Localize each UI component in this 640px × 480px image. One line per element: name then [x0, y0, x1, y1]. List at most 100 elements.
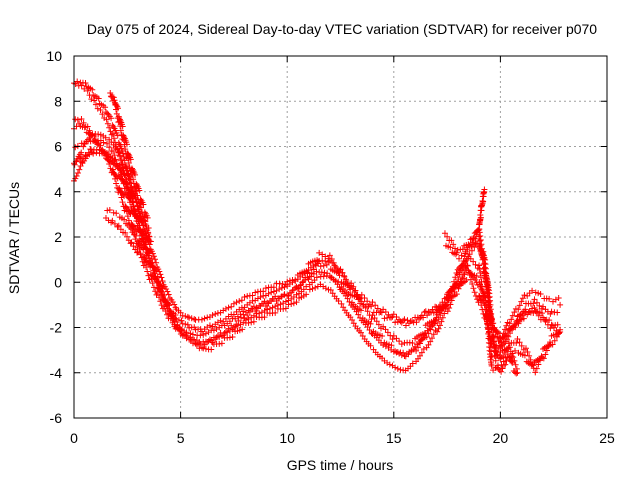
- data-point: [206, 336, 213, 343]
- data-point: [416, 340, 423, 347]
- data-point: [351, 288, 358, 295]
- data-point: [476, 262, 483, 269]
- data-point: [498, 368, 505, 375]
- data-point: [393, 313, 400, 320]
- data-point: [226, 318, 233, 325]
- data-point: [107, 89, 114, 96]
- data-point: [439, 314, 446, 321]
- data-point: [344, 280, 351, 287]
- data-point: [212, 310, 219, 317]
- data-point: [339, 269, 346, 276]
- data-point: [509, 326, 516, 333]
- y-tick-label: 6: [54, 139, 62, 155]
- data-point: [548, 308, 555, 315]
- x-tick-label: 0: [70, 430, 78, 446]
- data-point: [125, 217, 132, 224]
- data-point: [340, 304, 347, 311]
- data-point: [91, 136, 98, 143]
- data-point: [153, 267, 160, 274]
- data-point: [556, 329, 563, 336]
- data-point: [557, 329, 564, 336]
- data-point: [125, 175, 132, 182]
- data-point: [197, 332, 204, 339]
- data-point: [171, 301, 178, 308]
- data-point: [272, 303, 279, 310]
- data-point: [309, 285, 316, 292]
- data-point: [165, 300, 172, 307]
- data-point: [169, 299, 176, 306]
- data-point: [468, 243, 475, 250]
- data-point: [149, 280, 156, 287]
- data-point: [398, 352, 405, 359]
- data-point: [416, 352, 423, 359]
- data-point: [272, 309, 279, 316]
- data-point: [418, 349, 425, 356]
- data-point: [249, 297, 256, 304]
- data-point: [122, 146, 129, 153]
- data-point: [535, 312, 542, 319]
- data-point: [154, 273, 161, 280]
- data-point: [428, 335, 435, 342]
- data-point: [143, 258, 150, 265]
- data-point: [516, 339, 523, 346]
- data-point: [100, 139, 107, 146]
- data-point: [117, 226, 124, 233]
- data-point: [145, 224, 152, 231]
- data-point: [142, 218, 149, 225]
- data-point: [543, 347, 550, 354]
- data-point: [248, 319, 255, 326]
- data-point: [515, 306, 522, 313]
- data-point: [461, 271, 468, 278]
- data-point: [373, 318, 380, 325]
- data-point: [471, 289, 478, 296]
- data-point: [279, 280, 286, 287]
- data-point: [364, 308, 371, 315]
- data-point: [506, 330, 513, 337]
- data-point: [222, 328, 229, 335]
- data-point: [262, 303, 269, 310]
- data-point: [134, 192, 141, 199]
- data-point: [121, 134, 128, 141]
- data-point: [104, 120, 111, 127]
- data-point: [284, 293, 291, 300]
- data-point: [130, 205, 137, 212]
- data-point: [155, 278, 162, 285]
- y-tick-label: 8: [54, 93, 62, 109]
- data-point: [71, 161, 78, 168]
- data-point: [184, 332, 191, 339]
- x-tick-label: 5: [177, 430, 185, 446]
- data-point: [123, 141, 130, 148]
- data-point: [217, 317, 224, 324]
- data-point: [519, 295, 526, 302]
- data-point: [114, 223, 121, 230]
- data-point: [218, 340, 225, 347]
- x-tick-label: 15: [386, 430, 402, 446]
- data-point: [471, 244, 478, 251]
- data-point: [293, 291, 300, 298]
- data-point: [170, 314, 177, 321]
- data-point: [81, 124, 88, 131]
- data-point: [273, 298, 280, 305]
- data-point: [136, 245, 143, 252]
- data-point: [72, 144, 79, 151]
- data-point: [282, 305, 289, 312]
- data-point: [209, 312, 216, 319]
- data-point: [513, 340, 520, 347]
- data-point: [498, 339, 505, 346]
- data-point: [178, 326, 185, 333]
- data-point: [102, 104, 109, 111]
- data-point: [123, 233, 130, 240]
- data-point: [362, 304, 369, 311]
- data-point: [500, 353, 507, 360]
- data-point: [546, 295, 553, 302]
- data-point: [389, 336, 396, 343]
- data-point: [134, 249, 141, 256]
- data-point: [229, 333, 236, 340]
- data-point: [367, 320, 374, 327]
- data-point: [355, 311, 362, 318]
- data-point: [142, 239, 149, 246]
- data-point: [377, 308, 384, 315]
- data-point: [305, 276, 312, 283]
- data-point: [214, 332, 221, 339]
- data-point: [409, 360, 416, 367]
